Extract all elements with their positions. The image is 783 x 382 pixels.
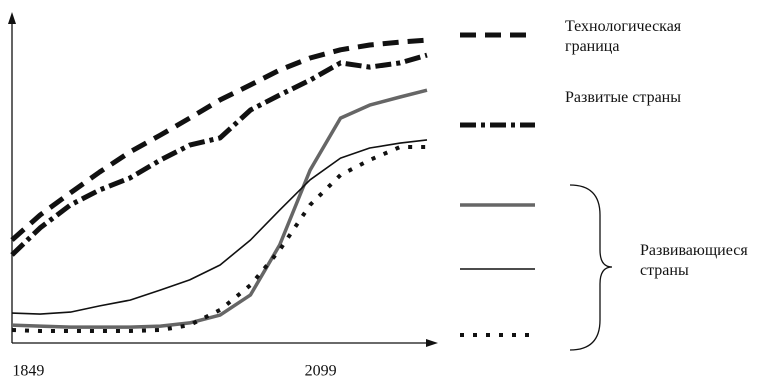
series-line <box>10 52 428 257</box>
x-axis-arrow <box>426 339 438 347</box>
series-line <box>11 145 427 333</box>
x-tick-label: 1849 <box>12 363 44 380</box>
legend-group-label: Развивающиеся страны <box>640 242 748 279</box>
legend-brace <box>569 184 613 351</box>
series-line <box>11 139 428 315</box>
x-tick-label: 2099 <box>305 363 337 380</box>
y-axis-arrow <box>8 12 16 24</box>
series-line <box>11 88 428 329</box>
series-line <box>10 37 428 242</box>
legend-label: Развитые страны <box>565 89 681 106</box>
legend-label: Технологическая граница <box>565 18 682 55</box>
